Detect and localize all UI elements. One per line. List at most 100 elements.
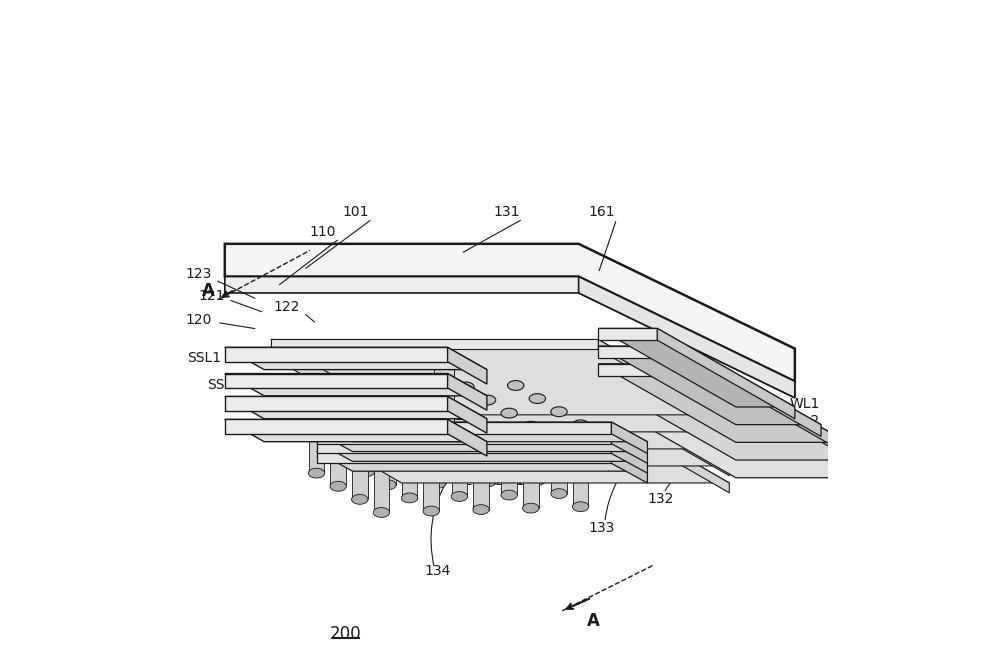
- Ellipse shape: [423, 424, 439, 434]
- Polygon shape: [317, 442, 647, 461]
- Ellipse shape: [380, 398, 396, 408]
- Polygon shape: [271, 340, 729, 415]
- Polygon shape: [529, 399, 545, 480]
- Ellipse shape: [473, 422, 489, 432]
- Polygon shape: [317, 442, 611, 453]
- Polygon shape: [225, 276, 795, 398]
- Polygon shape: [271, 391, 598, 401]
- Polygon shape: [598, 382, 873, 460]
- Ellipse shape: [451, 492, 468, 501]
- Text: 131: 131: [493, 205, 520, 219]
- Ellipse shape: [458, 464, 474, 474]
- Polygon shape: [598, 364, 710, 376]
- Polygon shape: [352, 417, 368, 499]
- Ellipse shape: [458, 382, 474, 392]
- Polygon shape: [271, 357, 598, 367]
- Text: 123: 123: [185, 267, 212, 281]
- Polygon shape: [573, 425, 588, 507]
- Ellipse shape: [523, 503, 539, 513]
- Polygon shape: [598, 399, 900, 478]
- Text: A: A: [587, 611, 600, 630]
- Ellipse shape: [308, 468, 325, 478]
- Polygon shape: [271, 340, 598, 349]
- Polygon shape: [317, 451, 647, 471]
- Polygon shape: [358, 390, 374, 472]
- Polygon shape: [271, 357, 729, 432]
- Polygon shape: [598, 357, 729, 442]
- Polygon shape: [434, 395, 454, 409]
- Text: 122: 122: [274, 299, 300, 314]
- Ellipse shape: [551, 407, 567, 417]
- Polygon shape: [448, 374, 487, 410]
- Polygon shape: [380, 403, 396, 485]
- Text: WL3: WL3: [790, 430, 820, 444]
- Polygon shape: [762, 399, 900, 490]
- Polygon shape: [657, 328, 795, 418]
- Polygon shape: [430, 401, 446, 484]
- Polygon shape: [480, 400, 495, 482]
- Polygon shape: [374, 430, 389, 513]
- Polygon shape: [448, 347, 487, 384]
- Polygon shape: [434, 387, 454, 395]
- Polygon shape: [710, 364, 847, 454]
- Polygon shape: [611, 422, 647, 453]
- Ellipse shape: [529, 393, 546, 403]
- Ellipse shape: [501, 408, 517, 418]
- Polygon shape: [225, 374, 448, 388]
- Ellipse shape: [401, 493, 418, 503]
- Ellipse shape: [330, 399, 346, 409]
- Polygon shape: [225, 397, 487, 418]
- Polygon shape: [317, 422, 647, 442]
- Text: SSL4: SSL4: [250, 424, 284, 438]
- Polygon shape: [611, 451, 647, 483]
- Polygon shape: [225, 347, 487, 370]
- Text: BL1: BL1: [518, 474, 541, 488]
- Ellipse shape: [479, 477, 496, 487]
- Ellipse shape: [408, 384, 424, 393]
- Polygon shape: [598, 382, 736, 393]
- Ellipse shape: [473, 505, 489, 515]
- Text: WL1: WL1: [790, 397, 820, 411]
- Text: 101: 101: [342, 205, 369, 219]
- Text: BL1: BL1: [457, 474, 480, 488]
- Ellipse shape: [572, 420, 589, 430]
- Ellipse shape: [373, 426, 390, 436]
- Polygon shape: [271, 391, 729, 466]
- Text: 134: 134: [425, 564, 451, 578]
- Ellipse shape: [523, 421, 539, 431]
- Polygon shape: [271, 374, 598, 384]
- Polygon shape: [225, 244, 795, 382]
- Polygon shape: [225, 374, 487, 396]
- Text: 110: 110: [310, 225, 336, 239]
- Polygon shape: [598, 391, 729, 476]
- Polygon shape: [683, 346, 821, 436]
- Polygon shape: [317, 422, 611, 434]
- Polygon shape: [317, 432, 611, 443]
- Text: 133: 133: [588, 521, 615, 535]
- Ellipse shape: [451, 410, 468, 420]
- Polygon shape: [408, 388, 424, 470]
- Text: 200: 200: [330, 624, 362, 643]
- Polygon shape: [271, 407, 598, 417]
- Polygon shape: [225, 419, 448, 434]
- Text: 121: 121: [198, 288, 225, 303]
- Ellipse shape: [358, 385, 375, 395]
- Ellipse shape: [308, 386, 325, 396]
- Text: 132: 132: [647, 492, 674, 505]
- Polygon shape: [434, 395, 454, 432]
- Polygon shape: [508, 386, 524, 467]
- Ellipse shape: [508, 463, 524, 472]
- Ellipse shape: [551, 489, 567, 499]
- Text: WL4: WL4: [790, 447, 820, 461]
- Text: SSL2: SSL2: [207, 378, 241, 392]
- Text: WL2: WL2: [790, 414, 820, 428]
- Polygon shape: [598, 407, 729, 493]
- Ellipse shape: [352, 413, 368, 422]
- Polygon shape: [271, 407, 729, 483]
- Polygon shape: [598, 340, 729, 424]
- Polygon shape: [473, 428, 489, 509]
- Polygon shape: [611, 442, 647, 473]
- Polygon shape: [225, 347, 448, 362]
- Ellipse shape: [501, 490, 517, 500]
- Polygon shape: [598, 328, 657, 340]
